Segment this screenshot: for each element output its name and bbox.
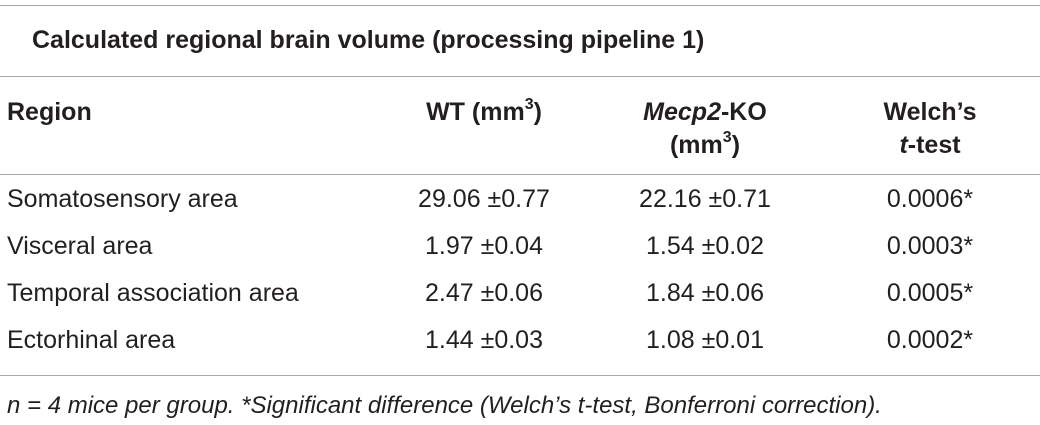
table-row: Somatosensory area 29.06 ±0.77 22.16 ±0.… [0, 183, 1040, 229]
table-row: Ectorhinal area 1.44 ±0.03 1.08 ±0.01 0.… [0, 324, 1040, 370]
header-wt-close: ) [533, 98, 542, 126]
cell-ko: 22.16 ±0.71 [639, 185, 771, 213]
cell-ko: 1.54 ±0.02 [646, 232, 764, 260]
table-footnote: n = 4 mice per group. *Significant diffe… [7, 392, 882, 419]
cell-ko: 1.08 ±0.01 [646, 326, 764, 354]
header-ko-sup: 3 [722, 128, 732, 146]
cell-wt: 1.97 ±0.04 [425, 232, 543, 260]
header-ko-suffix: -KO [720, 98, 767, 126]
header-rule [0, 174, 1040, 175]
cell-pvalue: 0.0006* [886, 185, 974, 213]
table-row: Temporal association area 2.47 ±0.06 1.8… [0, 277, 1040, 323]
cell-region: Ectorhinal area [7, 326, 176, 354]
caption-rule [0, 76, 1040, 77]
top-rule [0, 5, 1040, 6]
header-welch: Welch’s t-test [860, 96, 1000, 162]
header-region: Region [7, 98, 92, 126]
cell-region: Somatosensory area [7, 185, 238, 213]
header-ko: Mecp2-KO (mm3) [614, 96, 796, 162]
header-ko-close: ) [731, 131, 741, 159]
bottom-rule [0, 375, 1040, 376]
table-row: Visceral area 1.97 ±0.04 1.54 ±0.02 0.00… [0, 230, 1040, 276]
header-ko-gene: Mecp2 [643, 98, 721, 126]
cell-wt: 29.06 ±0.77 [418, 185, 550, 213]
header-ko-unit: (mm [669, 131, 723, 159]
cell-pvalue: 0.0002* [886, 326, 974, 354]
cell-ko: 1.84 ±0.06 [646, 279, 764, 307]
header-wt-text: WT (mm [426, 98, 525, 126]
cell-wt: 2.47 ±0.06 [425, 279, 543, 307]
header-welch-t: t [899, 131, 908, 159]
cell-region: Visceral area [7, 232, 153, 260]
header-wt: WT (mm3) [411, 96, 557, 129]
header-wt-sup: 3 [524, 95, 534, 113]
cell-wt: 1.44 ±0.03 [425, 326, 543, 354]
table-caption: Calculated regional brain volume (proces… [32, 26, 705, 54]
cell-pvalue: 0.0005* [886, 279, 974, 307]
header-welch-line1: Welch’s [883, 98, 977, 126]
cell-pvalue: 0.0003* [886, 232, 974, 260]
header-welch-test: -test [907, 131, 961, 159]
cell-region: Temporal association area [7, 279, 299, 307]
